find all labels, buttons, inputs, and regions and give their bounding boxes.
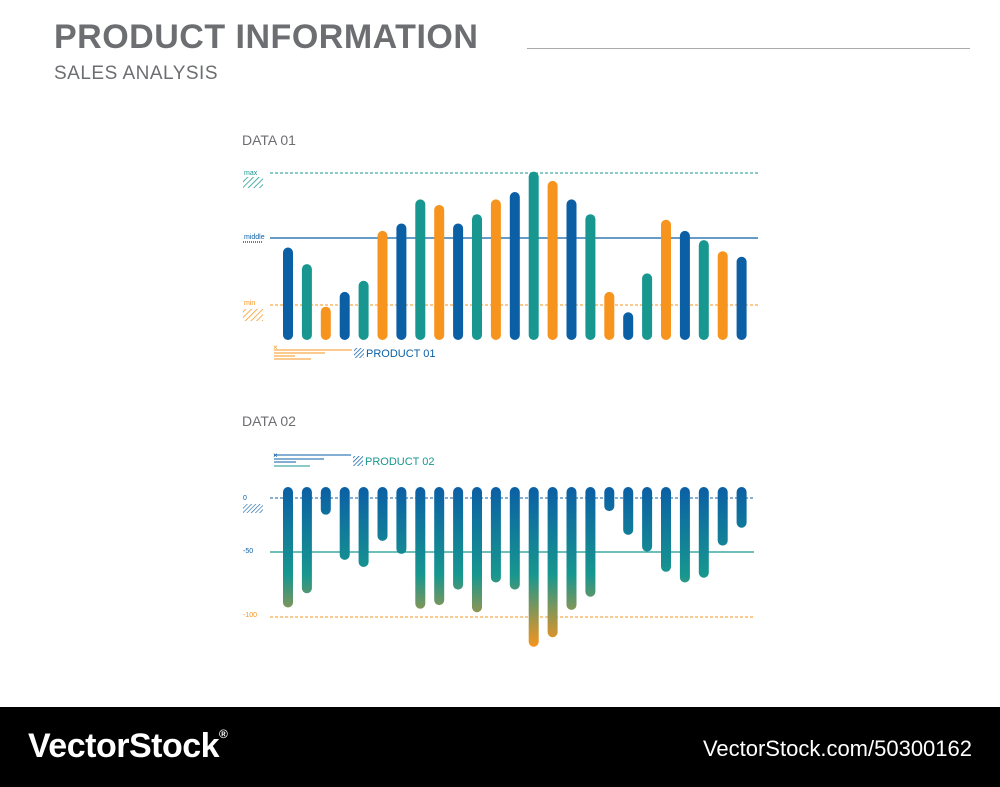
chart-2-bars (283, 487, 747, 647)
chart-1-bar (623, 312, 634, 340)
max-line-label: max (244, 170, 258, 177)
chart-1-bar (736, 256, 747, 340)
chart-2-bar (377, 487, 388, 541)
chart-2-bar (434, 487, 445, 606)
chart-1-bar (396, 223, 407, 340)
product-1-legend-label: PRODUCT 01 (366, 348, 435, 360)
chart-2-bar (661, 487, 671, 572)
chart-2-bar (623, 487, 634, 535)
chart-2-bar (509, 487, 520, 590)
chart-1-bar (434, 204, 445, 340)
chart-1-bar (358, 280, 369, 340)
chart-1-bar (698, 240, 709, 340)
minus-100-line-label: -100 (243, 612, 257, 619)
chart-2-bar (698, 487, 709, 578)
chart-1-bar (528, 171, 539, 340)
chart-2-bar (301, 487, 312, 594)
chart-2-bar (547, 487, 558, 638)
chart-1-bar (301, 264, 312, 340)
min-line-label: min (244, 300, 255, 307)
chart-2-legend: × PRODUCT 02 (273, 451, 434, 468)
chart-2-bar (604, 487, 615, 512)
footer-image-id: VectorStock.com/50300162 (702, 736, 972, 761)
max-swatch (243, 177, 263, 188)
svg-text:×: × (273, 343, 278, 352)
product-2-swatch (353, 456, 363, 466)
chart-1-bar (283, 247, 293, 340)
middle-line-label: middle (244, 234, 265, 241)
chart-2-label: DATA 02 (242, 413, 296, 429)
chart-1-bar (320, 306, 331, 340)
chart-1-label: DATA 01 (242, 132, 296, 148)
minus-50-line-label: -50 (243, 548, 253, 555)
chart-1-bar (547, 180, 558, 340)
chart-1-bar (490, 199, 501, 340)
product-2-legend-label: PRODUCT 02 (365, 456, 434, 468)
footer-bar: VectorStock® VectorStock.com/50300162 (0, 707, 1000, 787)
chart-1-bar (642, 273, 653, 340)
chart-1-bars (283, 171, 747, 340)
chart-1-bar (661, 219, 671, 340)
chart-1-bar (585, 214, 596, 340)
chart-2-bar (736, 487, 747, 528)
chart-1-bar (453, 223, 464, 340)
chart-1-legend: × PRODUCT 01 (273, 343, 435, 360)
chart-2-bar (679, 487, 690, 583)
chart-1-bar (717, 251, 728, 340)
chart-1-bar (566, 199, 577, 340)
footer-brand-logo: VectorStock® (28, 727, 228, 765)
chart-2-bar (642, 487, 653, 552)
chart-2-bar (415, 487, 426, 609)
chart-1-bar (339, 291, 350, 340)
chart-1-bar (679, 230, 690, 340)
chart-2-bar (396, 487, 407, 554)
page-subtitle: SALES ANALYSIS (54, 63, 219, 84)
zero-swatch (243, 504, 263, 513)
chart-2-bar (453, 487, 464, 590)
chart-2-bar (528, 487, 539, 647)
chart-2-bar (283, 487, 293, 608)
bar-charts: max middle min × PRODUCT 01 × PRODUCT 02… (243, 170, 758, 647)
chart-2-bar (717, 487, 728, 546)
chart-2-bar (472, 487, 482, 613)
chart-1-bar (604, 291, 615, 340)
chart-2-bar (339, 487, 350, 560)
chart-1-bar (509, 192, 520, 340)
page-title: PRODUCT INFORMATION (54, 18, 479, 56)
chart-2-bar (490, 487, 501, 583)
chart-1-bar (472, 214, 482, 340)
title-divider (527, 48, 970, 49)
product-1-swatch (354, 348, 364, 358)
chart-1-bar (415, 199, 426, 340)
chart-2-bar (358, 487, 369, 568)
chart-2-bar (585, 487, 596, 597)
chart-1-bar (377, 230, 388, 340)
chart-2-bar (566, 487, 577, 610)
min-swatch (243, 309, 263, 321)
zero-line-label: 0 (243, 495, 247, 502)
chart-2-bar (320, 487, 331, 515)
